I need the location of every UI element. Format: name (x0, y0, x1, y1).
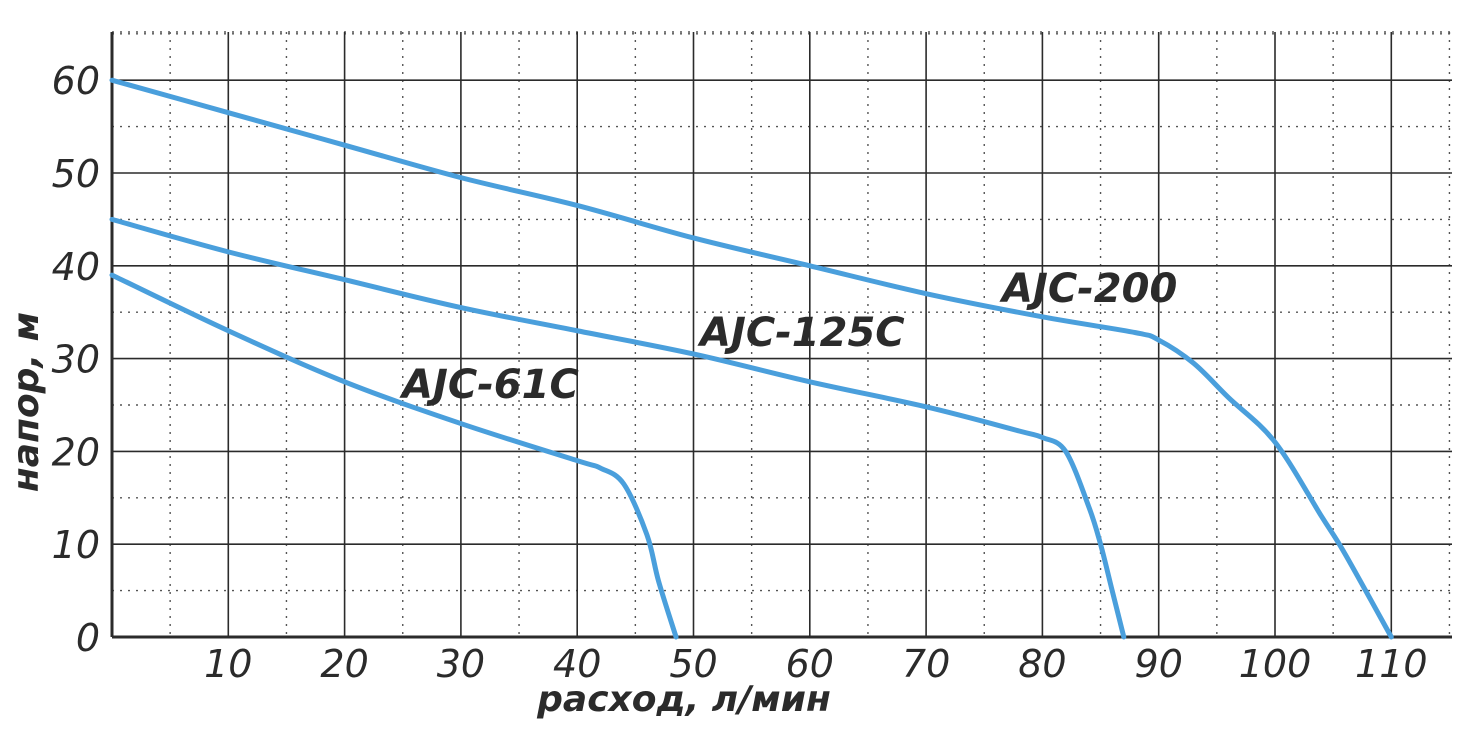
x-tick-label: 50 (669, 642, 717, 686)
series-labels: AJC-61C AJC-125C AJC-200 (399, 266, 1177, 408)
x-tick-labels: 10 20 30 40 50 60 70 80 90 100 110 (204, 642, 1427, 686)
axes (110, 32, 1452, 639)
y-axis-title: напор, м (6, 312, 47, 492)
x-tick-label: 90 (1135, 642, 1183, 686)
series-label-ajc-125c: AJC-125C (697, 310, 905, 356)
series-line-ajc-61c (109, 272, 679, 640)
y-tick-label: 10 (52, 523, 100, 567)
x-tick-label: 20 (320, 642, 368, 686)
x-tick-label: 40 (553, 642, 601, 686)
x-tick-label: 80 (1018, 642, 1066, 686)
x-tick-label: 110 (1355, 642, 1428, 686)
y-tick-label: 40 (52, 245, 100, 289)
x-tick-label: 30 (437, 642, 485, 686)
series-label-ajc-200: AJC-200 (999, 266, 1177, 312)
y-tick-label: 50 (52, 152, 100, 196)
series-line-ajc-125c (109, 216, 1127, 640)
y-tick-labels: 0 10 20 30 40 50 60 (52, 59, 100, 660)
series-label-ajc-61c: AJC-61C (399, 362, 579, 408)
series-line-ajc-200 (109, 77, 1394, 640)
y-tick-label: 60 (52, 59, 100, 103)
y-tick-label: 30 (52, 338, 100, 382)
series-curves (109, 77, 1394, 640)
x-tick-label: 60 (786, 642, 834, 686)
x-tick-label: 100 (1239, 642, 1312, 686)
y-tick-label: 0 (76, 616, 100, 660)
major-grid (112, 32, 1452, 637)
y-tick-label: 20 (52, 430, 100, 474)
x-tick-label: 10 (204, 642, 252, 686)
x-axis-title: расход, л/мин (536, 679, 831, 720)
x-tick-label: 70 (902, 642, 950, 686)
